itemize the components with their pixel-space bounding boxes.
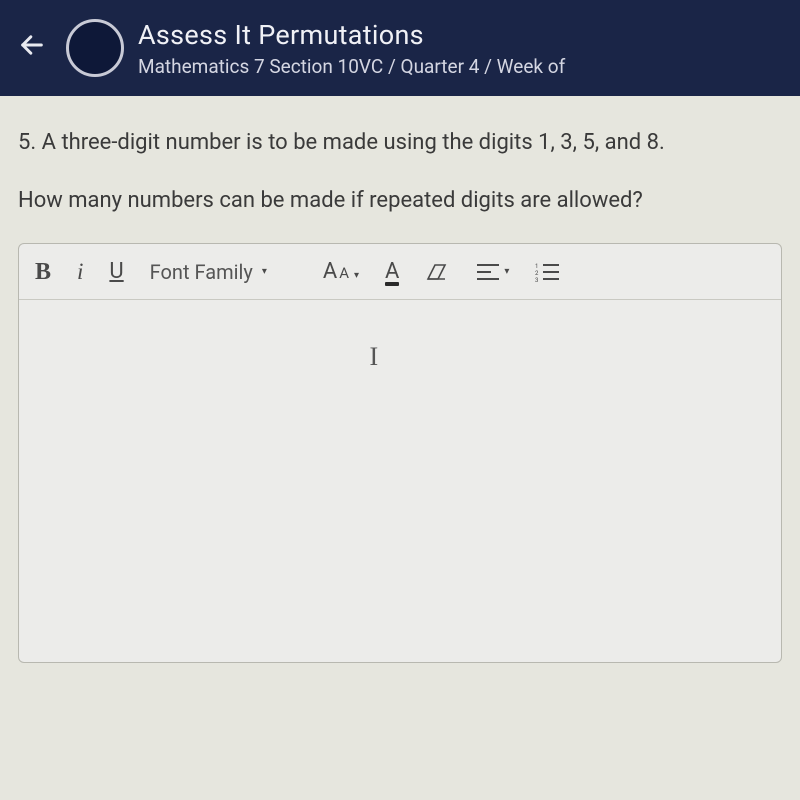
font-size-dropdown[interactable]: AA ▾ [323, 261, 359, 283]
editor-textarea[interactable]: I [19, 300, 781, 660]
bold-button[interactable]: B [35, 260, 51, 284]
question-text-1: A three-digit number is to be made using… [42, 130, 665, 155]
numbered-list-button[interactable]: 1 2 3 [535, 262, 561, 282]
back-arrow-icon[interactable] [18, 29, 46, 67]
clear-format-button[interactable] [425, 261, 449, 283]
underline-button[interactable]: U [109, 261, 123, 283]
rich-text-editor: B i U Font Family ▾ AA ▾ A ▾ [18, 243, 782, 663]
chevron-down-icon: ▾ [504, 267, 509, 277]
content-area: 5. A three-digit number is to be made us… [0, 96, 800, 800]
text-cursor-icon: I [370, 342, 379, 372]
font-size-large-icon: A [323, 261, 337, 283]
course-avatar[interactable] [66, 19, 124, 77]
italic-button[interactable]: i [77, 260, 83, 283]
question-line-1: 5. A three-digit number is to be made us… [18, 126, 782, 160]
svg-text:1: 1 [535, 263, 538, 270]
font-family-dropdown[interactable]: Font Family [150, 262, 253, 282]
font-family-label: Font Family [150, 262, 253, 282]
question-number: 5. [18, 130, 36, 155]
chevron-down-icon: ▾ [354, 271, 359, 281]
text-color-button[interactable]: A [385, 261, 399, 283]
font-family-caret-icon[interactable]: ▾ [259, 267, 267, 277]
editor-toolbar: B i U Font Family ▾ AA ▾ A ▾ [19, 244, 781, 300]
font-size-small-icon: A [339, 266, 349, 281]
svg-text:2: 2 [535, 270, 539, 277]
text-color-icon: A [385, 261, 399, 283]
app-header: Assess It Permutations Mathematics 7 Sec… [0, 0, 800, 96]
svg-text:3: 3 [535, 277, 538, 282]
align-dropdown[interactable]: ▾ [475, 262, 509, 282]
assignment-title: Assess It Permutations [138, 19, 565, 51]
header-text-block: Assess It Permutations Mathematics 7 Sec… [138, 19, 565, 78]
question-line-2: How many numbers can be made if repeated… [18, 184, 782, 217]
breadcrumb: Mathematics 7 Section 10VC / Quarter 4 /… [138, 55, 565, 78]
